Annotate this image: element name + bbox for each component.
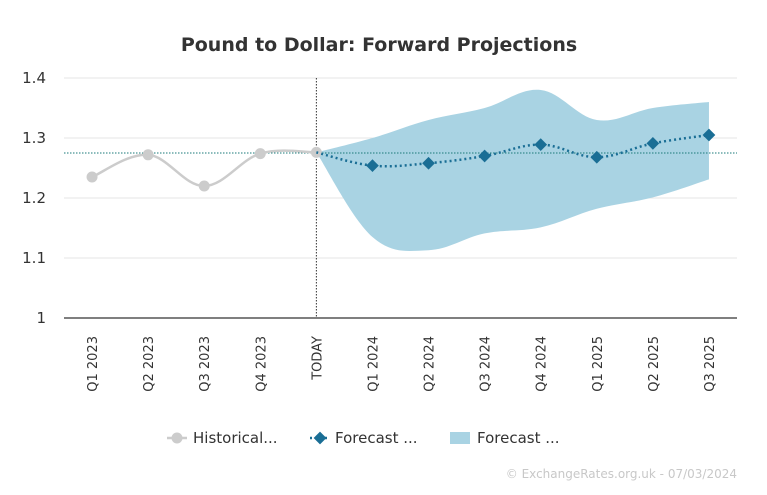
x-tick-label: Q3 2024 <box>479 336 494 392</box>
legend: Historical... Forecast ... Forecast ... <box>167 429 560 447</box>
historical-point <box>254 148 266 160</box>
historical-series <box>86 146 322 192</box>
forecast-point <box>422 156 435 170</box>
x-tick-label: Q3 2025 <box>703 336 718 392</box>
legend-item-forecast-line[interactable]: Forecast ... <box>310 429 418 447</box>
legend-item-historical[interactable]: Historical... <box>167 429 278 447</box>
x-tick-label: Q4 2024 <box>535 336 550 392</box>
forecast-point <box>478 149 491 163</box>
x-tick-label: Q4 2023 <box>254 336 269 392</box>
chart-title: Pound to Dollar: Forward Projections <box>181 34 577 56</box>
x-axis-ticks: Q1 2023 Q2 2023 Q3 2023 Q4 2023 TODAY Q1 2024… <box>86 336 718 392</box>
x-tick-label: Q2 2023 <box>142 336 157 392</box>
y-tick-label: 1.1 <box>22 249 46 267</box>
y-tick-label: 1.4 <box>22 69 46 87</box>
legend-forecast-label: Forecast ... <box>335 429 418 447</box>
forecast-point <box>366 159 379 172</box>
y-tick-label: 1.2 <box>22 189 46 207</box>
y-tick-label: 1 <box>36 309 46 327</box>
forecast-range-band <box>316 89 709 251</box>
legend-forecast-marker <box>313 431 327 445</box>
x-tick-label: TODAY <box>310 336 325 381</box>
x-tick-label: Q3 2023 <box>198 336 213 392</box>
legend-range-label: Forecast ... <box>477 429 560 447</box>
historical-point <box>142 149 154 161</box>
x-tick-label: Q2 2025 <box>647 336 662 392</box>
y-tick-label: 1.3 <box>22 129 46 147</box>
legend-historical-marker <box>171 432 183 444</box>
x-tick-label: Q1 2024 <box>366 336 381 392</box>
credit-text: © ExchangeRates.org.uk - 07/03/2024 <box>506 467 737 481</box>
x-tick-label: Q1 2025 <box>591 336 606 392</box>
forecast-range-area <box>316 89 709 251</box>
legend-item-forecast-range[interactable]: Forecast ... <box>450 429 560 447</box>
x-tick-label: Q2 2024 <box>423 336 438 392</box>
y-axis-ticks: 1 1.1 1.2 1.3 1.4 <box>22 69 46 327</box>
legend-historical-label: Historical... <box>193 429 278 447</box>
historical-point <box>198 180 210 192</box>
x-tick-label: Q1 2023 <box>86 336 101 392</box>
historical-point <box>86 171 98 183</box>
legend-range-swatch <box>450 432 470 444</box>
